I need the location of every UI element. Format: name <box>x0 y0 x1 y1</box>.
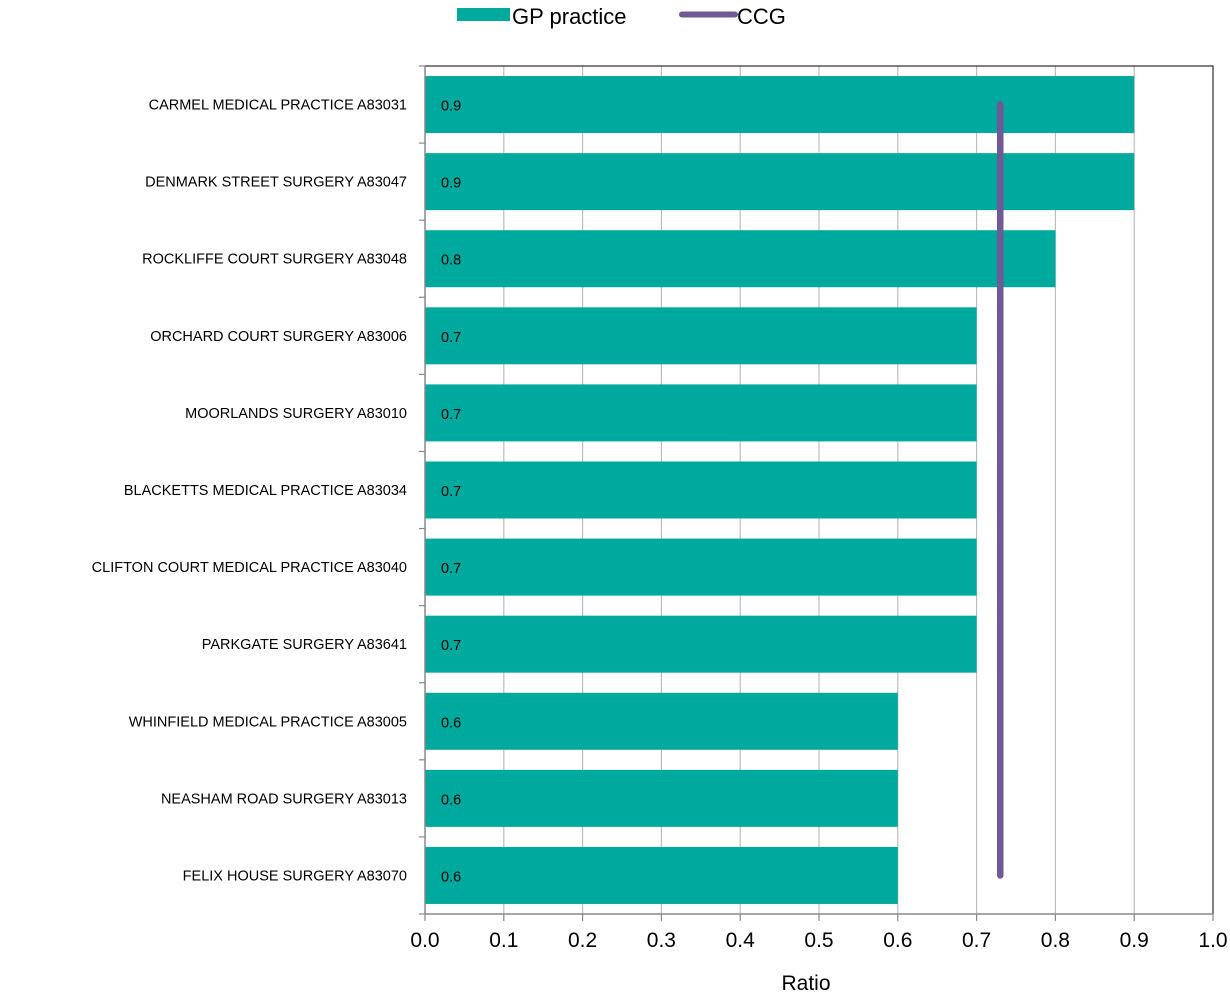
x-tick-label: 0.1 <box>489 929 518 952</box>
x-tick-label: 0.0 <box>410 929 439 952</box>
bar-data-label: 0.7 <box>441 561 461 577</box>
y-category-label: MOORLANDS SURGERY A83010 <box>185 406 407 422</box>
y-category-label: FELIX HOUSE SURGERY A83070 <box>183 868 407 884</box>
bar <box>425 307 977 365</box>
bars <box>425 76 1135 904</box>
x-axis-tick-labels: 0.0 0.1 0.2 0.3 0.4 0.5 0.6 0.7 0.8 0.9 1.0 <box>410 929 1227 952</box>
bar-data-label: 0.9 <box>441 99 461 115</box>
bar-data-label: 0.6 <box>441 869 461 885</box>
x-tick-label: 0.8 <box>1041 929 1070 952</box>
bar <box>425 384 977 442</box>
y-category-label: BLACKETTS MEDICAL PRACTICE A83034 <box>124 483 407 499</box>
bar <box>425 846 898 904</box>
legend-label-ccg: CCG <box>737 4 786 29</box>
bar <box>425 538 977 596</box>
legend: GP practice CCG <box>457 4 786 29</box>
bar-data-label: 0.8 <box>441 253 461 269</box>
x-axis-ticks <box>424 914 1214 921</box>
y-category-label: CLIFTON COURT MEDICAL PRACTICE A83040 <box>92 560 407 576</box>
y-category-label: DENMARK STREET SURGERY A83047 <box>145 175 407 191</box>
x-tick-label: 0.6 <box>883 929 912 952</box>
y-category-label: WHINFIELD MEDICAL PRACTICE A83005 <box>129 714 407 730</box>
bar-data-label: 0.7 <box>441 638 461 654</box>
y-category-label: PARKGATE SURGERY A83641 <box>202 637 407 653</box>
bar <box>425 769 898 827</box>
legend-swatch-gp-practice <box>457 8 510 21</box>
data-labels: 0.9 0.9 0.8 0.7 0.7 0.7 0.7 0.7 0.6 0.6 0.6 <box>441 99 461 886</box>
bar-data-label: 0.7 <box>441 330 461 346</box>
x-tick-label: 0.9 <box>1120 929 1149 952</box>
bar-data-label: 0.7 <box>441 484 461 500</box>
y-category-label: ROCKLIFFE COURT SURGERY A83048 <box>142 252 407 268</box>
x-tick-label: 0.4 <box>726 929 756 952</box>
bar-data-label: 0.6 <box>441 715 461 731</box>
bar <box>425 230 1056 288</box>
bar <box>425 692 898 750</box>
y-category-label: CARMEL MEDICAL PRACTICE A83031 <box>149 98 407 114</box>
y-category-label: ORCHARD COURT SURGERY A83006 <box>150 329 407 345</box>
y-category-label: NEASHAM ROAD SURGERY A83013 <box>161 791 407 807</box>
bar-data-label: 0.6 <box>441 792 461 808</box>
bar-data-label: 0.7 <box>441 407 461 423</box>
x-tick-label: 1.0 <box>1198 929 1227 952</box>
legend-label-gp-practice: GP practice <box>512 4 627 29</box>
bar <box>425 461 977 519</box>
x-tick-label: 0.7 <box>962 929 991 952</box>
x-tick-label: 0.5 <box>804 929 833 952</box>
x-tick-label: 0.2 <box>568 929 597 952</box>
y-axis-ticks <box>419 65 425 915</box>
y-axis-category-labels: CARMEL MEDICAL PRACTICE A83031 DENMARK ST… <box>92 98 407 885</box>
bar-data-label: 0.9 <box>441 176 461 192</box>
bar <box>425 615 977 673</box>
bar <box>425 153 1135 211</box>
bar <box>425 76 1135 134</box>
x-tick-label: 0.3 <box>647 929 676 952</box>
x-axis-title: Ratio <box>781 972 830 995</box>
